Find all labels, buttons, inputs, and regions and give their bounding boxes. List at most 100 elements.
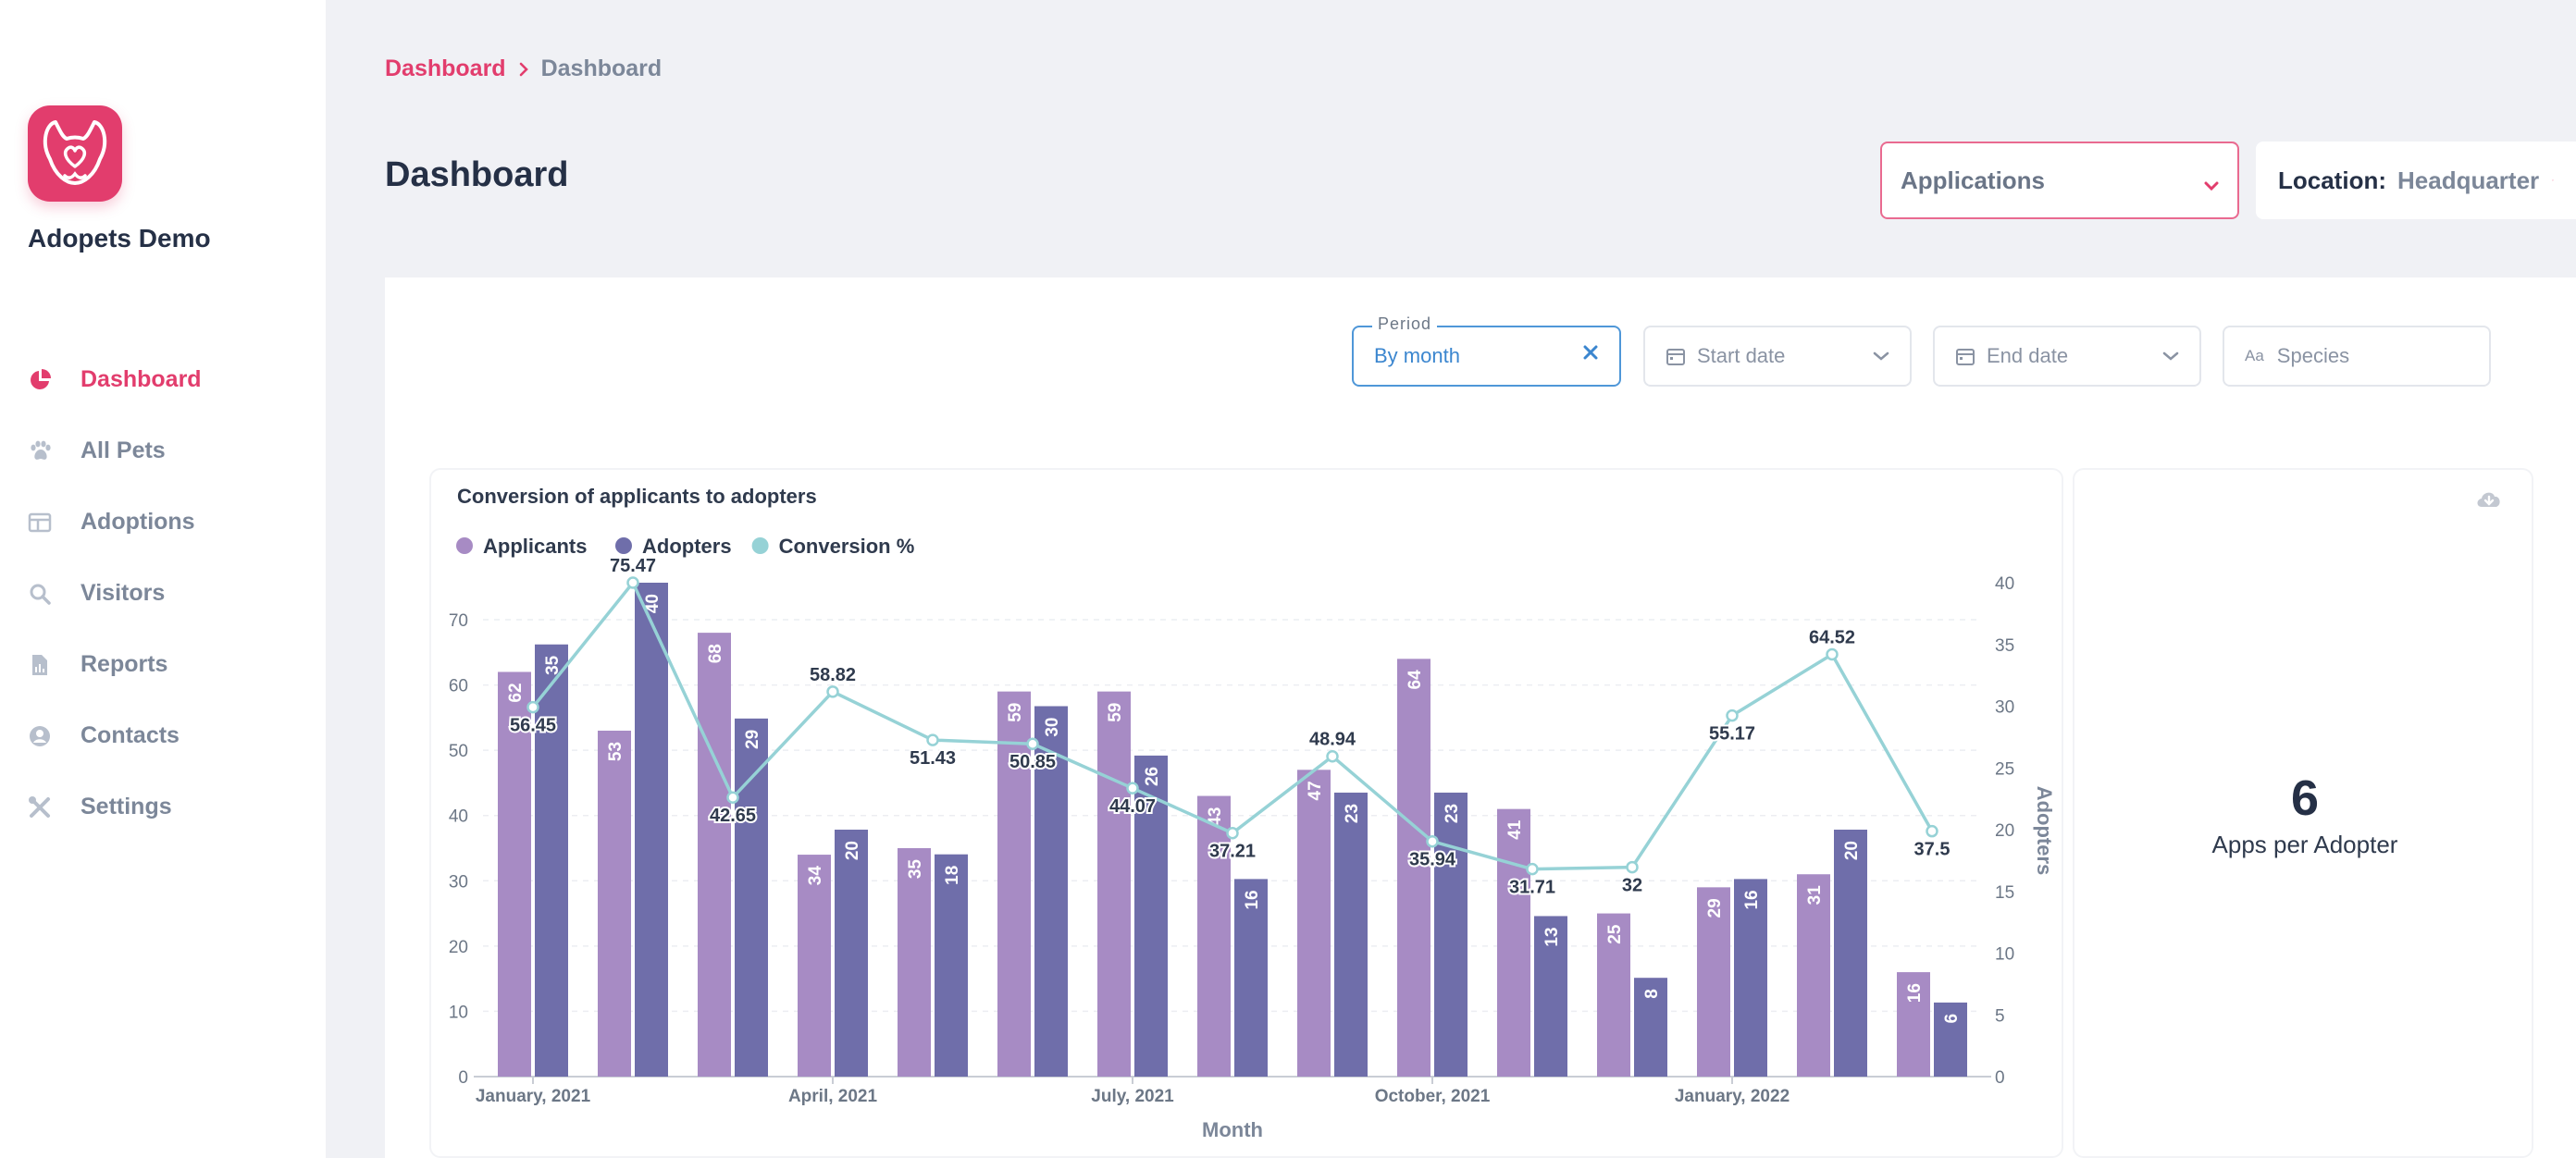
legend-label: Conversion % [779,535,915,558]
applicants-bar [698,633,731,1077]
end-date-field[interactable]: End date [1933,326,2201,387]
adopters-data-label: 23 [1443,804,1462,823]
y2-tick-label: 20 [1995,821,2014,841]
chevron-right-icon [517,61,530,78]
y2-tick-label: 35 [1995,636,2014,656]
conversion-data-label: 64.52 [1809,627,1855,647]
end-date-placeholder: End date [1987,344,2069,367]
y-tick-label: 40 [449,807,468,827]
x-tick-label: January, 2022 [1675,1087,1790,1106]
conversion-data-label: 75.47 [610,556,656,576]
applicants-data-label: 64 [1406,670,1425,690]
location-label: Location: [2278,166,2386,194]
sidebar-item-label: Reports [80,651,168,677]
adopters-bar [635,583,668,1077]
location-select[interactable]: Location: Headquarter [2256,142,2576,219]
applicants-data-label: 31 [1805,885,1825,905]
file-chart-icon [28,653,52,677]
adopters-bar [835,830,868,1077]
sidebar-item-settings[interactable]: Settings [28,771,305,843]
sidebar-item-visitors[interactable]: Visitors [28,558,305,629]
applicants-bar [1697,887,1730,1077]
sidebar: Adopets Demo Dashboard All Pets Adoption… [0,0,326,1158]
conversion-data-label: 58.82 [810,665,856,685]
conversion-point [1526,862,1539,876]
sidebar-item-label: Visitors [80,580,166,606]
sidebar-item-label: Contacts [80,722,180,748]
y-tick-label: 60 [449,677,468,696]
species-field[interactable]: Aa Species [2223,326,2491,387]
conversion-data-label: 37.5 [1914,840,1951,860]
sidebar-item-adoptions[interactable]: Adoptions [28,487,305,558]
metric-select[interactable]: Applications [1880,142,2239,219]
adopters-data-label: 20 [1842,841,1862,860]
adopters-data-label: 13 [1542,927,1562,946]
conversion-point [1326,749,1339,763]
applicants-bar [1497,808,1530,1077]
applicants-data-label: 53 [606,742,625,761]
sidebar-item-all-pets[interactable]: All Pets [28,415,305,487]
conversion-data-label: 35.94 [1409,850,1456,870]
app-logo[interactable] [28,105,122,202]
start-date-placeholder: Start date [1697,344,1786,367]
user-circle-icon [28,724,52,748]
legend-label: Applicants [483,535,587,558]
adopters-bar [1934,1002,1967,1077]
chevron-down-icon [2552,179,2554,181]
applicants-bar [1297,770,1331,1077]
sidebar-item-label: Settings [80,794,172,819]
chevron-down-icon [1873,351,1889,361]
sidebar-item-reports[interactable]: Reports [28,629,305,700]
adopters-data-label: 6 [1942,1014,1962,1024]
applicants-data-label: 68 [706,644,725,663]
adopters-bar [1634,978,1667,1077]
y2-tick-label: 5 [1995,1006,2005,1026]
x-tick-label: April, 2021 [788,1087,878,1106]
start-date-field[interactable]: Start date [1643,326,1912,387]
conversion-point [1826,647,1839,661]
conversion-data-label: 42.65 [710,806,756,826]
applicants-bar [1597,913,1630,1077]
applicants-data-label: 47 [1306,781,1325,800]
y2-tick-label: 0 [1995,1068,2005,1088]
sidebar-item-label: All Pets [80,437,166,463]
adopters-data-label: 29 [743,730,762,749]
breadcrumb: Dashboard Dashboard [385,55,662,82]
sidebar-item-contacts[interactable]: Contacts [28,700,305,771]
conversion-point [1026,737,1039,750]
tools-icon [28,795,52,819]
adopters-bar [1534,916,1567,1077]
y-tick-label: 70 [449,611,468,631]
adopters-data-label: 16 [1742,890,1762,909]
y-tick-label: 10 [449,1003,468,1022]
applicants-bar [898,848,931,1077]
applicants-bar [1097,691,1131,1077]
adopters-bar [1734,879,1767,1077]
applicants-data-label: 34 [806,866,825,886]
metric-select-value: Applications [1901,166,2046,194]
adopters-bar [1034,706,1068,1077]
conversion-point [1626,860,1639,874]
conversion-point [1426,834,1439,848]
sidebar-item-dashboard[interactable]: Dashboard [28,344,305,415]
period-value: By month [1374,344,1460,367]
legend-label: Adopters [642,535,732,558]
adopters-data-label: 35 [543,655,563,675]
conversion-point [1226,826,1239,840]
conversion-point [926,733,939,746]
kpi-label: Apps per Adopter [2211,831,2398,858]
applicants-data-label: 35 [906,859,925,880]
legend-marker [751,537,769,554]
applicants-data-label: 29 [1705,898,1725,918]
conversion-data-label: 31.71 [1509,878,1555,898]
breadcrumb-link[interactable]: Dashboard [385,55,506,81]
conversion-point [1926,824,1938,838]
adopters-data-label: 16 [1243,890,1262,909]
x-tick-label: July, 2021 [1091,1087,1174,1106]
legend-marker [615,537,632,554]
cloud-download-icon[interactable] [2474,488,2504,515]
close-icon[interactable] [1582,344,1599,365]
applicants-bar [498,671,531,1077]
applicants-bar [598,730,631,1077]
period-select[interactable]: Period By month [1352,314,1621,387]
